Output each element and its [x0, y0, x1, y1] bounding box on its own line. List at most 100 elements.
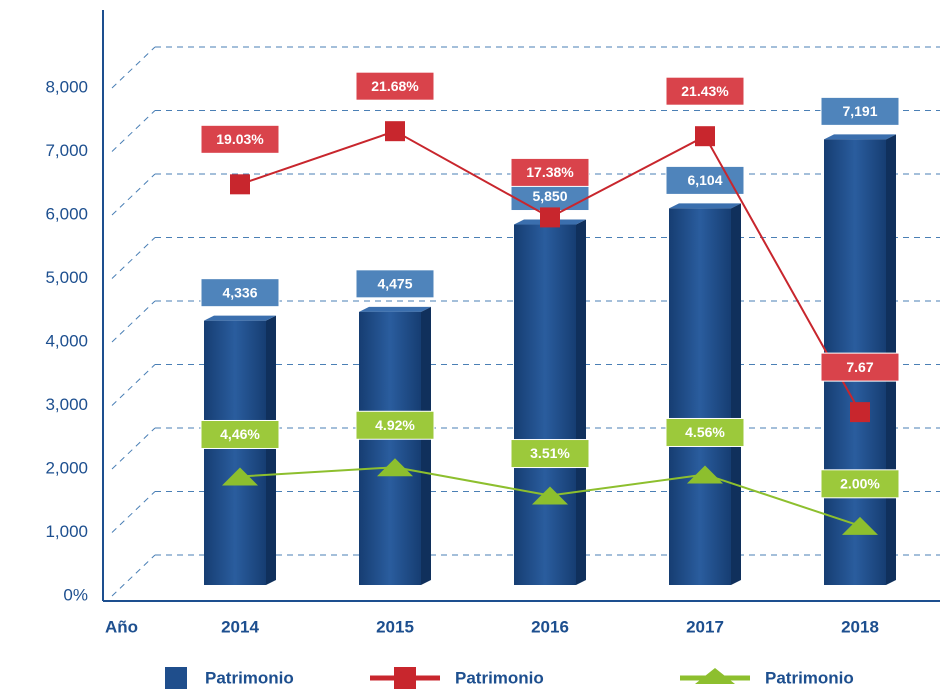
marker — [842, 516, 878, 535]
y-tick-label: 6,000 — [45, 204, 88, 223]
value-label-box — [200, 278, 280, 308]
grid-diagonal — [111, 110, 156, 152]
marker — [230, 174, 250, 195]
bar-group — [514, 219, 586, 585]
bar-top — [669, 203, 741, 209]
value-label-text: 4,336 — [222, 284, 257, 300]
marker — [687, 465, 723, 484]
legend-swatch-marker — [394, 667, 416, 689]
value-label: 7.67 — [820, 352, 900, 382]
value-label-text: 4,475 — [377, 276, 412, 292]
bar-side — [266, 315, 276, 585]
grid-diagonal — [111, 46, 156, 89]
legend-swatch — [165, 667, 187, 689]
value-label: 4.56% — [665, 417, 745, 447]
value-label: 3.51% — [510, 439, 590, 469]
bar-top — [359, 306, 431, 312]
value-label-box — [665, 165, 745, 195]
value-label-box — [355, 71, 435, 101]
x-tick-label: 2017 — [686, 617, 724, 636]
y-tick-label: 1,000 — [45, 522, 88, 541]
bar-side — [731, 203, 741, 585]
y-tick-label: 7,000 — [45, 141, 88, 160]
value-label-box — [820, 352, 900, 382]
value-label: 5,850 — [510, 182, 590, 212]
value-label: 4,475 — [355, 269, 435, 299]
value-label: 2.00% — [820, 469, 900, 499]
bar-group — [359, 306, 431, 585]
marker — [540, 207, 560, 228]
value-label: 4,336 — [200, 278, 280, 308]
y-tick-label: 5,000 — [45, 268, 88, 287]
bar — [669, 208, 731, 585]
grid-diagonal — [111, 300, 156, 343]
marker — [385, 121, 405, 142]
value-label: 21.43% — [665, 76, 745, 106]
y-tick-label: 2,000 — [45, 458, 88, 477]
value-label: 19.03% — [200, 124, 280, 154]
x-tick-label: 2014 — [221, 617, 259, 636]
value-label: 21.68% — [355, 71, 435, 101]
x-axis-label: Año — [105, 617, 138, 636]
bar-top — [824, 134, 896, 140]
value-label-text: 2.00% — [840, 476, 880, 492]
value-label-box — [820, 96, 900, 126]
marker — [222, 467, 258, 486]
y-tick-label: 3,000 — [45, 395, 88, 414]
value-label-text: 4.92% — [375, 417, 415, 433]
value-label-box — [510, 439, 590, 469]
value-label: 17.38% — [510, 157, 590, 187]
bar — [204, 320, 266, 585]
value-label-text: 6,104 — [687, 172, 722, 188]
value-label: 7,191 — [820, 96, 900, 126]
legend-label: Patrimonio — [455, 668, 544, 687]
value-label-box — [200, 124, 280, 154]
value-label-box — [665, 417, 745, 447]
bar-group — [204, 315, 276, 585]
value-label-text: 4.56% — [685, 424, 725, 440]
value-label: 6,104 — [665, 165, 745, 195]
grid-diagonal — [111, 427, 156, 470]
value-label-box — [200, 419, 280, 449]
bar — [514, 224, 576, 585]
value-label-text: 19.03% — [216, 131, 264, 147]
marker — [377, 458, 413, 477]
value-label-text: 5,850 — [532, 188, 567, 204]
grid-diagonal — [111, 364, 156, 406]
value-label-text: 7.67 — [846, 359, 873, 375]
value-label-box — [510, 182, 590, 212]
value-label-text: 17.38% — [526, 164, 574, 180]
x-tick-label: 2015 — [376, 617, 414, 636]
bar-side — [421, 306, 431, 585]
value-label-text: 3.51% — [530, 445, 570, 461]
y-tick-label: 0% — [63, 585, 88, 604]
legend-label: Patrimonio — [765, 668, 854, 687]
marker — [850, 402, 870, 423]
x-tick-label: 2018 — [841, 617, 879, 636]
y-tick-label: 4,000 — [45, 331, 88, 350]
value-label-text: 7,191 — [842, 103, 877, 119]
value-label: 4,46% — [200, 419, 280, 449]
value-label-box — [665, 76, 745, 106]
value-label-box — [355, 269, 435, 299]
legend-swatch-marker — [695, 668, 735, 684]
value-label-text: 21.68% — [371, 78, 419, 94]
grid-diagonal — [111, 237, 156, 279]
marker — [695, 126, 715, 147]
value-label-box — [820, 469, 900, 499]
value-label: 4.92% — [355, 410, 435, 440]
bar-top — [204, 315, 276, 321]
bar-group — [669, 203, 741, 585]
value-label-text: 21.43% — [681, 83, 729, 99]
y-tick-label: 8,000 — [45, 77, 88, 96]
value-label-box — [355, 410, 435, 440]
grid-diagonal — [111, 173, 156, 216]
grid-diagonal — [111, 554, 156, 597]
grid-diagonal — [111, 491, 156, 533]
marker — [532, 486, 568, 505]
legend-label: Patrimonio — [205, 668, 294, 687]
x-tick-label: 2016 — [531, 617, 569, 636]
value-label-box — [510, 157, 590, 187]
value-label-text: 4,46% — [220, 426, 260, 442]
